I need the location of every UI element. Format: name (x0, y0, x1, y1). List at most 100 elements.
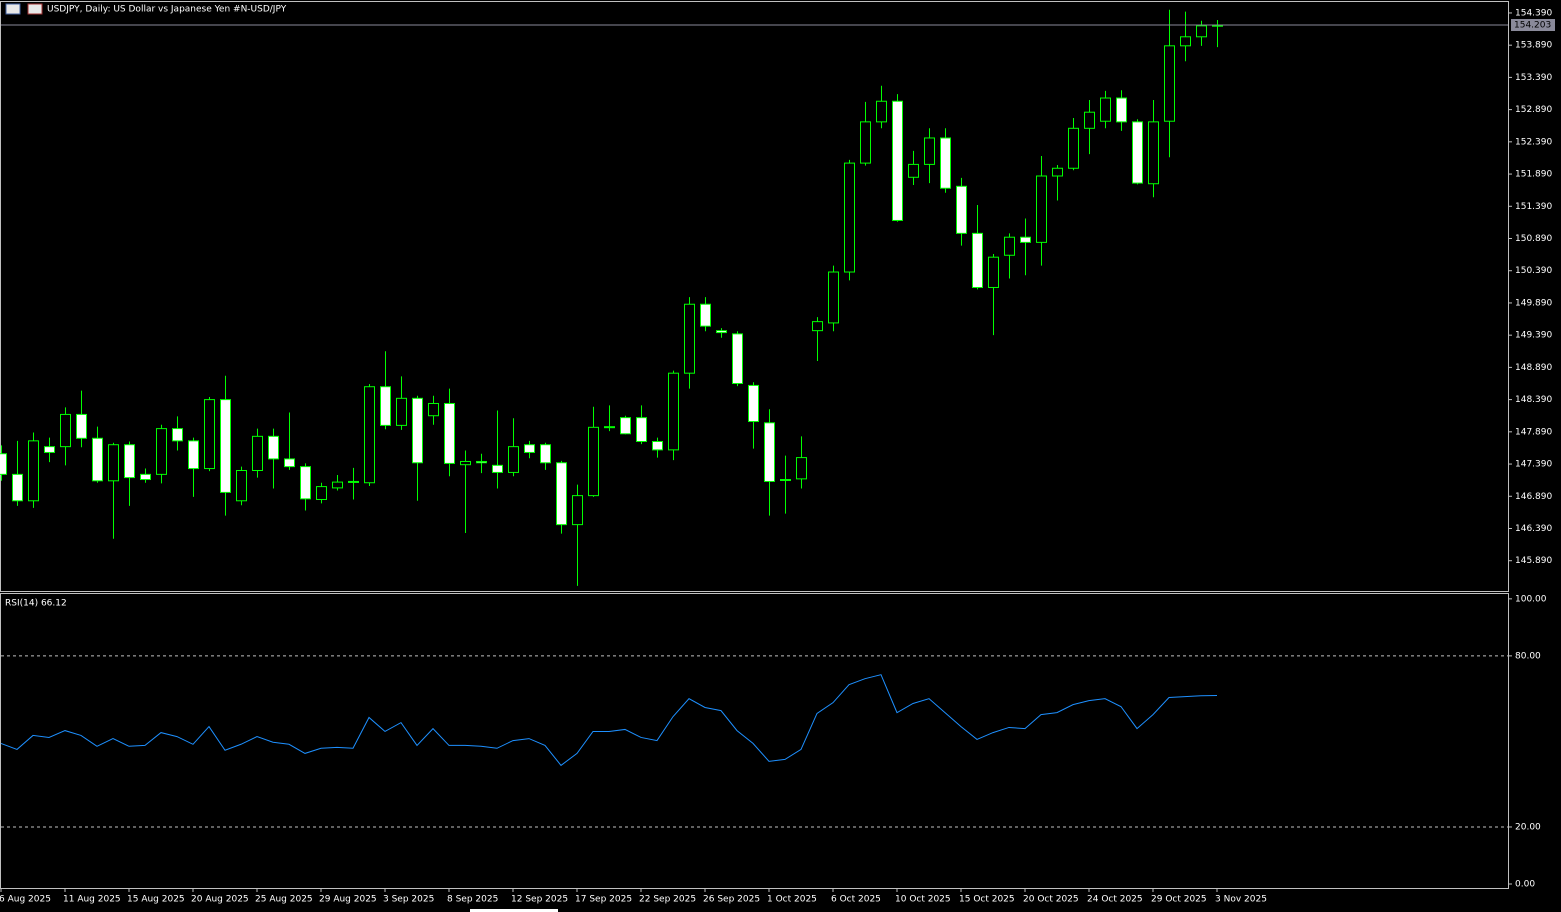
candle-body (1068, 127, 1079, 169)
candle-body (588, 426, 599, 497)
y-tick-label: 147.890 (1515, 427, 1552, 437)
candle-body (716, 330, 727, 334)
candle-body (924, 137, 935, 165)
y-tick-label: 150.390 (1515, 266, 1552, 276)
x-tick-label: 20 Oct 2025 (1023, 895, 1079, 905)
candle-body (12, 473, 23, 502)
icon (27, 3, 43, 15)
candle-body (204, 399, 215, 470)
y-tick-label: 149.890 (1515, 298, 1552, 308)
candle-body (1004, 236, 1015, 256)
candle-body (828, 271, 839, 324)
x-tick-label: 10 Oct 2025 (895, 895, 951, 905)
candle-body (492, 464, 503, 473)
candle-body (652, 440, 663, 451)
candle-body (220, 399, 231, 493)
candle-body (572, 495, 583, 526)
candle-body (1084, 111, 1095, 129)
candle-body (812, 321, 823, 332)
candle-body (1180, 36, 1191, 47)
candle-body (108, 444, 119, 482)
x-tick-label: 3 Nov 2025 (1215, 895, 1267, 905)
candle-body (396, 397, 407, 426)
candle-body (0, 453, 7, 475)
rsi-line (0, 674, 1218, 767)
x-tick-label: 15 Aug 2025 (127, 895, 185, 905)
candle-body (636, 417, 647, 442)
chart-title: USDJPY, Daily: US Dollar vs Japanese Yen… (47, 5, 287, 15)
y-tick-label: 146.890 (1515, 492, 1552, 502)
candle-body (364, 386, 375, 484)
candle-body (1148, 121, 1159, 185)
candle-body (684, 303, 695, 374)
y-tick-label: 0.00 (1515, 880, 1535, 890)
y-tick-label: 20.00 (1515, 822, 1541, 832)
candle-body (188, 440, 199, 470)
candle-body (1020, 236, 1031, 243)
x-tick-label: 8 Sep 2025 (447, 895, 498, 905)
candle-body (1100, 97, 1111, 122)
candle-body (700, 303, 711, 327)
x-tick-label: 22 Sep 2025 (639, 895, 696, 905)
y-tick-label: 151.390 (1515, 202, 1552, 212)
y-tick-label: 153.890 (1515, 41, 1552, 51)
price-panel (0, 1, 1509, 592)
rsi-panel (0, 593, 1509, 889)
candle-body (300, 466, 311, 500)
candle-body (780, 479, 791, 482)
x-tick-label: 6 Oct 2025 (831, 895, 881, 905)
candle-body (556, 462, 567, 526)
candle-body (892, 100, 903, 221)
candle-body (60, 413, 71, 448)
candle-body (252, 435, 263, 471)
candle-body (380, 386, 391, 426)
candle-body (236, 469, 247, 502)
candle-body (1132, 121, 1143, 184)
candle-body (284, 458, 295, 468)
scrollbar (470, 909, 558, 912)
candle-body (1052, 167, 1063, 177)
candle-body (876, 100, 887, 123)
y-tick-label: 147.390 (1515, 460, 1552, 470)
x-tick-label: 20 Aug 2025 (191, 895, 249, 905)
candle-body (316, 486, 327, 500)
y-tick-label: 146.390 (1515, 524, 1552, 534)
rsi-title: RSI(14) 66.12 (5, 599, 67, 609)
candle-body (124, 444, 135, 479)
y-tick-label: 150.890 (1515, 234, 1552, 244)
candle-body (972, 232, 983, 288)
x-tick-label: 11 Aug 2025 (63, 895, 121, 905)
candle-body (28, 440, 39, 502)
candle-body (796, 457, 807, 480)
x-tick-label: 1 Oct 2025 (767, 895, 817, 905)
y-tick-label: 145.890 (1515, 556, 1552, 566)
y-tick-label: 100.00 (1515, 594, 1547, 604)
candle-body (1196, 25, 1207, 38)
candle-body (44, 446, 55, 453)
candle-body (76, 413, 87, 439)
y-tick-label: 148.890 (1515, 363, 1552, 373)
candle-body (524, 444, 535, 453)
y-tick-label: 152.390 (1515, 137, 1552, 147)
icon (5, 3, 21, 15)
y-tick-label: 153.390 (1515, 73, 1552, 83)
x-tick-label: 6 Aug 2025 (0, 895, 51, 905)
candle-body (860, 121, 871, 164)
candle-body (1116, 97, 1127, 123)
candle-body (764, 422, 775, 482)
candle-body (508, 446, 519, 473)
x-tick-label: 24 Oct 2025 (1087, 895, 1143, 905)
x-tick-label: 15 Oct 2025 (959, 895, 1015, 905)
candle-body (732, 333, 743, 384)
candle-body (1036, 175, 1047, 243)
candle-body (140, 473, 151, 481)
candle-body (332, 481, 343, 489)
y-tick-label: 148.390 (1515, 395, 1552, 405)
candle-body (956, 185, 967, 234)
x-tick-label: 29 Aug 2025 (319, 895, 377, 905)
candle-body (460, 460, 471, 466)
candle-body (444, 402, 455, 464)
candle-body (268, 435, 279, 460)
